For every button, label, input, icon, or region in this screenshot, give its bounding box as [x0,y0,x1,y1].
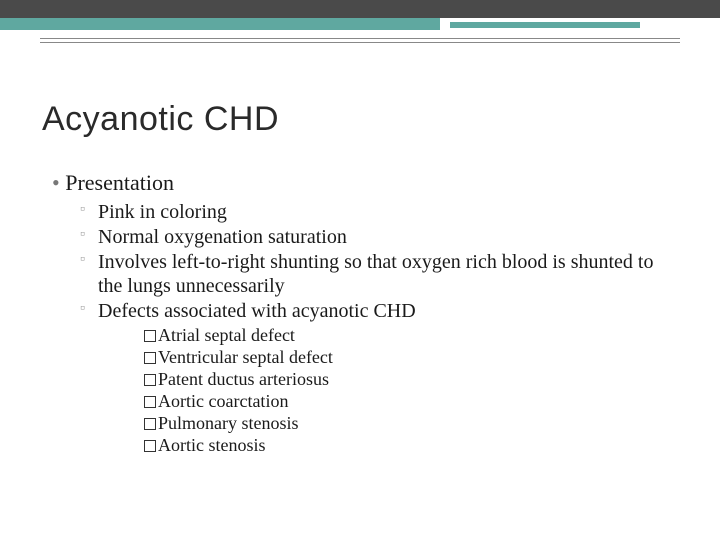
bullet-lvl3-item: Patent ductus arteriosus [126,369,680,391]
bullet-lvl2-item: Defects associated with acyanotic CHD [80,299,680,323]
bullet-lvl3-text: Patent ductus arteriosus [158,369,329,389]
slide-container: Acyanotic CHD Presentation Pink in color… [0,0,720,540]
bullet-lvl2-text: Involves left-to-right shunting so that … [98,251,654,297]
square-bullet-icon [144,374,156,386]
bullet-lvl3-group: Atrial septal defect Ventricular septal … [126,325,680,457]
bullet-lvl3-text: Pulmonary stenosis [158,413,299,433]
decor-top-bar-teal-2 [450,22,640,28]
bullet-lvl2-item: Pink in coloring [80,200,680,224]
bullet-lvl3-item: Pulmonary stenosis [126,413,680,435]
bullet-lvl3-text: Aortic coarctation [158,391,288,411]
bullet-lvl2-item: Involves left-to-right shunting so that … [80,250,680,298]
slide-title: Acyanotic CHD [42,100,279,139]
slide-body: Presentation Pink in coloring Normal oxy… [52,170,680,457]
bullet-lvl3-text: Aortic stenosis [158,435,266,455]
bullet-lvl3-item: Atrial septal defect [126,325,680,347]
square-bullet-icon [144,418,156,430]
decor-top-bar-dark [0,0,720,18]
bullet-lvl2-text: Pink in coloring [98,201,227,223]
square-bullet-icon [144,440,156,452]
bullet-lvl3-item: Aortic stenosis [126,435,680,457]
bullet-lvl2-text: Defects associated with acyanotic CHD [98,300,416,322]
bullet-lvl2-group: Pink in coloring Normal oxygenation satu… [80,200,680,457]
bullet-lvl3-item: Ventricular septal defect [126,347,680,369]
decor-rule-1 [40,38,680,39]
square-bullet-icon [144,352,156,364]
bullet-lvl3-text: Atrial septal defect [158,325,295,345]
bullet-lvl2-text: Normal oxygenation saturation [98,226,347,248]
square-bullet-icon [144,396,156,408]
bullet-lvl3-text: Ventricular septal defect [158,347,333,367]
bullet-lvl1-text: Presentation [65,170,174,195]
square-bullet-icon [144,330,156,342]
bullet-lvl3-item: Aortic coarctation [126,391,680,413]
bullet-lvl2-item: Normal oxygenation saturation [80,225,680,249]
decor-rule-2 [40,42,680,43]
decor-top-bar-teal-1 [0,18,440,30]
bullet-lvl1: Presentation [52,170,680,196]
